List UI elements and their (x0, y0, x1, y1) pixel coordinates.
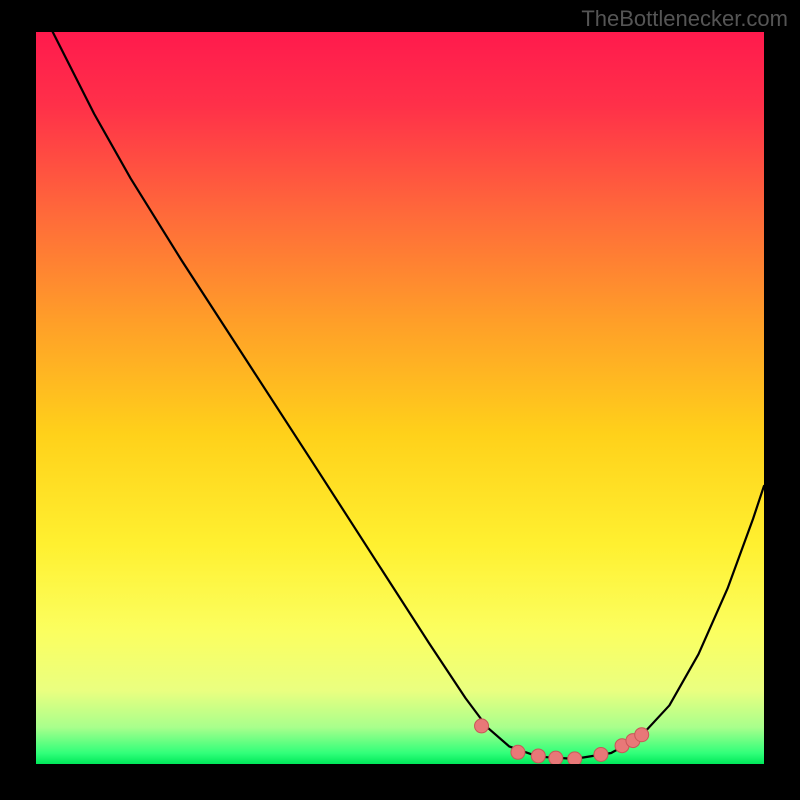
optimal-range-markers (475, 719, 649, 764)
marker-point (635, 728, 649, 742)
marker-point (531, 749, 545, 763)
chart-svg-layer (36, 32, 764, 764)
marker-point (568, 752, 582, 764)
marker-point (549, 751, 563, 764)
watermark-text: TheBottlenecker.com (581, 6, 788, 32)
marker-point (511, 745, 525, 759)
marker-point (594, 747, 608, 761)
marker-point (475, 719, 489, 733)
chart-plot-area (36, 32, 764, 764)
bottleneck-curve (53, 32, 764, 759)
